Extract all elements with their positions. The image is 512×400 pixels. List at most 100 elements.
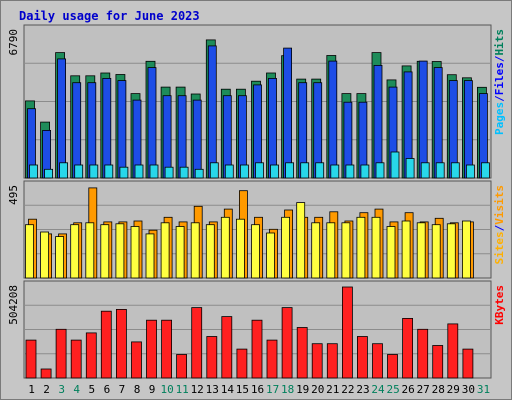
bar-pages	[239, 164, 249, 179]
bar-pages	[134, 164, 144, 179]
x-tick-label: 31	[477, 383, 490, 396]
bar-files	[147, 67, 157, 179]
bar-kbytes	[55, 328, 67, 379]
bar-files	[162, 95, 172, 179]
x-axis-labels: 1 2 3 4 5 6 7 8 9 10 11 12 13 14 15 16 17 18 19 20 21 22 23 24 2…	[28, 383, 490, 396]
bar-kbytes	[206, 336, 218, 379]
bar-kbytes	[341, 286, 353, 379]
bar-sites	[205, 224, 215, 279]
bar-sites	[431, 224, 441, 279]
bar-sites	[401, 220, 411, 279]
bar-sites	[70, 224, 80, 279]
bar-kbytes	[462, 348, 474, 379]
bar-pages	[194, 168, 204, 179]
x-tick-label: 8	[134, 383, 141, 396]
bar-sites	[326, 222, 336, 279]
bar-sites	[416, 222, 426, 279]
bar-kbytes	[281, 307, 293, 379]
y-max-label: 495	[7, 185, 20, 205]
x-tick-label: 20	[311, 383, 324, 396]
bar-pages	[29, 164, 38, 179]
bar-files	[102, 78, 112, 179]
bar-files	[87, 82, 97, 179]
bar-sites	[266, 232, 275, 279]
bar-kbytes	[356, 336, 368, 379]
x-tick-label: 26	[401, 383, 414, 396]
bar-pages	[89, 164, 99, 179]
x-tick-label: 22	[341, 383, 354, 396]
bar-sites	[311, 222, 321, 279]
bar-kbytes	[311, 343, 323, 379]
x-tick-label: 17	[266, 383, 279, 396]
bar-sites	[446, 223, 456, 279]
bar-sites	[130, 226, 140, 279]
bar-kbytes	[40, 368, 52, 379]
bar-pages	[405, 158, 415, 179]
bar-files	[433, 67, 443, 179]
x-tick-label: 21	[326, 383, 339, 396]
bar-pages	[164, 166, 174, 179]
bar-pages	[450, 162, 460, 179]
bar-kbytes	[417, 328, 429, 379]
bar-sites	[85, 222, 95, 279]
bar-pages	[360, 164, 370, 179]
bar-pages	[480, 162, 490, 179]
bar-pages	[315, 162, 325, 179]
x-tick-label: 7	[119, 383, 126, 396]
bar-kbytes	[161, 319, 173, 379]
x-tick-label: 13	[206, 383, 219, 396]
bar-pages	[59, 162, 68, 179]
bar-files	[328, 60, 338, 179]
x-tick-label: 3	[58, 383, 65, 396]
x-tick-label: 6	[104, 383, 111, 396]
bar-pages	[44, 168, 53, 179]
x-tick-label: 9	[149, 383, 156, 396]
bar-pages	[435, 162, 445, 179]
bar-kbytes	[131, 341, 142, 379]
series-label-part: /	[493, 224, 506, 231]
bar-pages	[270, 164, 279, 179]
bar-pages	[375, 162, 385, 179]
bar-files	[373, 65, 383, 179]
bar-pages	[224, 164, 234, 179]
bar-kbytes	[100, 310, 112, 379]
bar-sites	[281, 216, 291, 279]
bar-sites	[220, 216, 230, 279]
bar-kbytes	[326, 343, 338, 379]
series-label-part: /	[493, 95, 506, 102]
bar-pages	[104, 164, 114, 179]
series-label-part: Sites	[493, 231, 506, 264]
x-tick-label: 10	[160, 383, 173, 396]
bar-kbytes	[447, 323, 459, 379]
y-max-label: 504208	[7, 285, 20, 325]
bar-kbytes	[236, 348, 248, 379]
bar-kbytes	[146, 319, 157, 379]
x-tick-label: 25	[386, 383, 399, 396]
bar-sites	[251, 224, 260, 279]
bar-sites	[115, 223, 125, 279]
series-label-part: Pages	[493, 102, 506, 135]
bar-sites	[296, 202, 306, 279]
bar-files	[192, 99, 202, 179]
bar-sites	[341, 222, 351, 279]
bar-files	[268, 78, 277, 179]
bar-pages	[465, 164, 475, 179]
bar-kbytes	[85, 332, 97, 379]
y-max-label: 6790	[7, 29, 20, 56]
series-label-part: Visits	[493, 185, 506, 225]
bar-files	[283, 47, 293, 179]
bar-sites	[190, 222, 200, 279]
bar-files	[207, 45, 217, 179]
series-label-part: Hits	[493, 29, 506, 56]
series-label-part: Files	[493, 62, 506, 95]
bar-kbytes	[70, 339, 82, 379]
bar-files	[57, 58, 66, 179]
bar-pages	[300, 162, 310, 179]
bar-kbytes	[372, 343, 383, 379]
series-label-part: KBytes	[493, 285, 506, 325]
x-tick-label: 2	[43, 383, 50, 396]
bar-kbytes	[296, 327, 308, 379]
bar-kbytes	[116, 308, 127, 379]
bar-kbytes	[176, 354, 188, 379]
